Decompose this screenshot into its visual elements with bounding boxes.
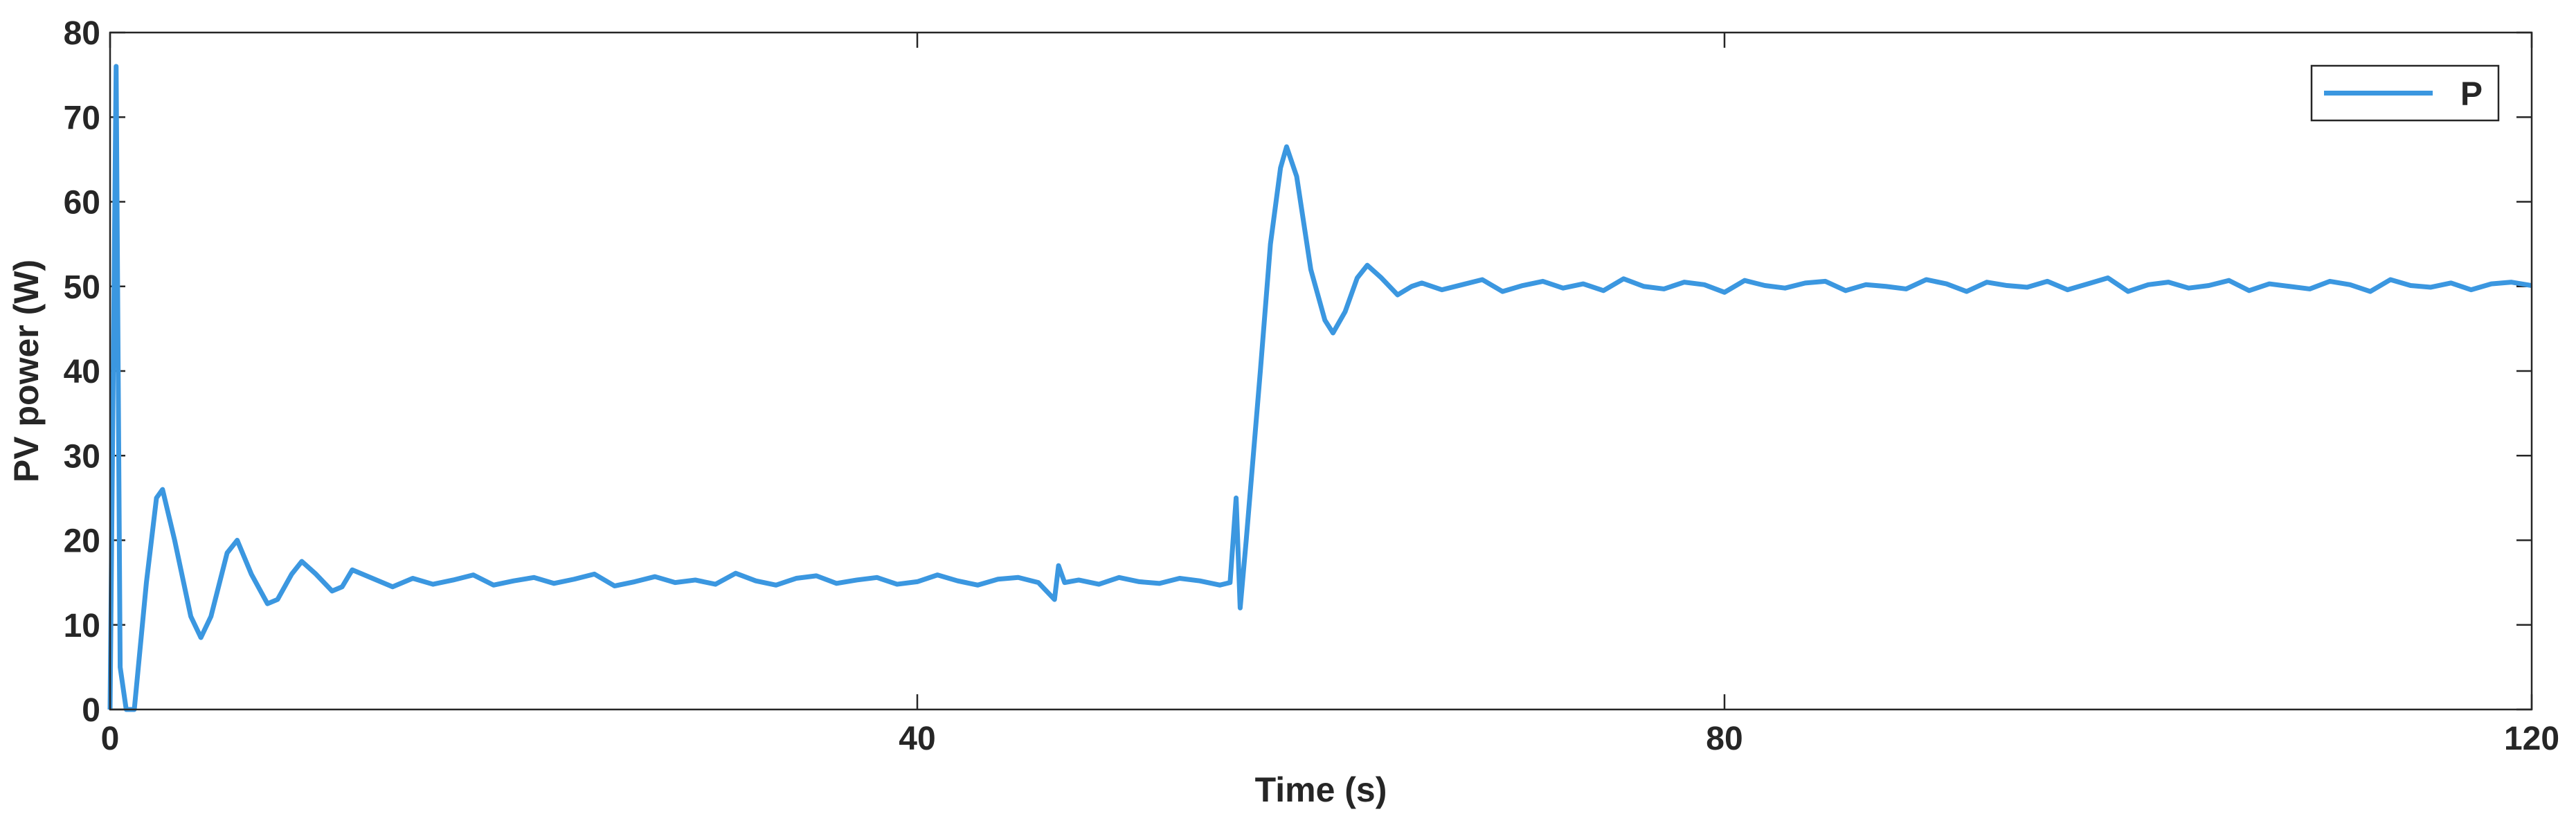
y-tick-label: 80 [64,15,100,52]
data-line [107,64,2532,712]
y-tick-label: 60 [64,185,100,221]
x-tick-label: 120 [2504,721,2559,757]
y-tick-label: 40 [64,354,100,390]
x-tick-label: 0 [101,721,120,757]
x-tick-label: 40 [899,721,935,757]
y-tick-label: 30 [64,438,100,475]
y-axis-label: PV power (W) [7,260,46,482]
y-tick-label: 70 [64,100,100,136]
axes-box [109,31,2533,711]
x-tick-label: 80 [1706,721,1742,757]
y-tick-label: 10 [64,608,100,644]
y-tick-label: 50 [64,269,100,306]
legend-label: P [2460,76,2483,113]
y-tick-label: 20 [64,523,100,560]
x-axis-label: Time (s) [1255,770,1387,809]
y-tick-label: 0 [82,692,100,729]
